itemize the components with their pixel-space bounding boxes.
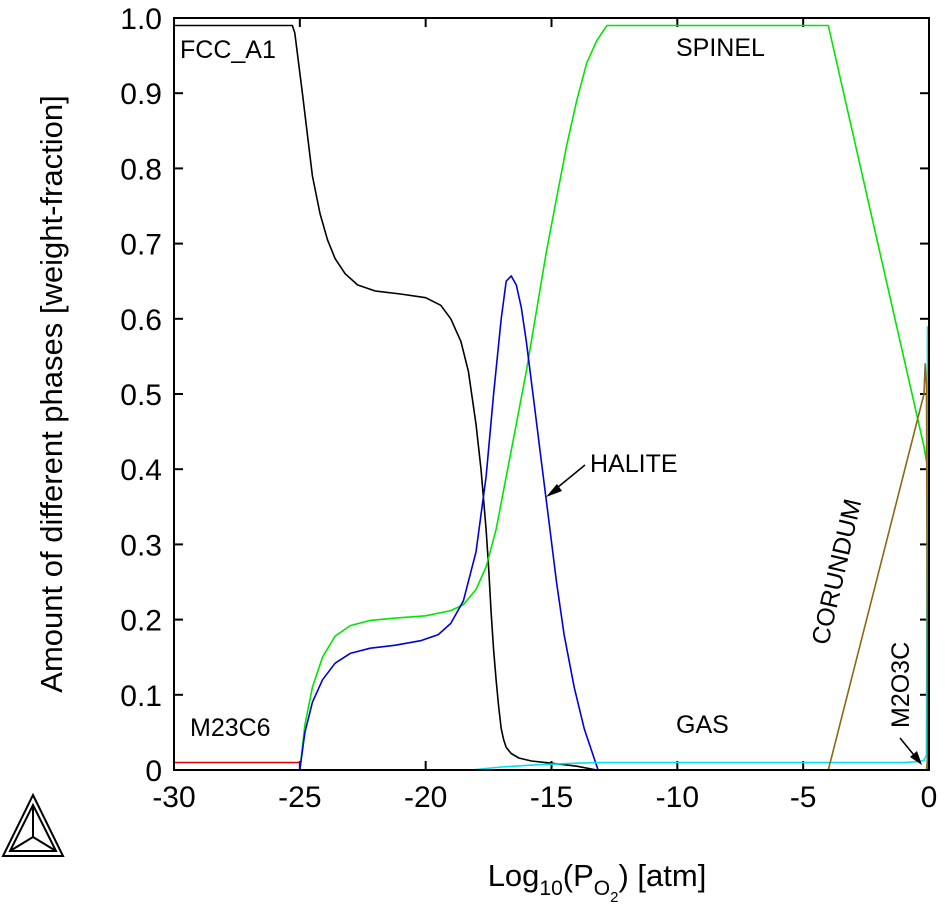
x-axis-label-main: Log [488,858,540,893]
logo-icon [1,792,65,857]
x-tick-label: 0 [921,781,938,814]
y-tick-label: 0.6 [120,304,162,337]
x-axis-label-sub2: O [594,877,610,900]
plot-frame [173,17,930,771]
x-axis-label-sub1: 10 [539,877,562,900]
x-axis-label-close: ) [atm] [618,858,706,893]
x-tick-label: -15 [530,781,573,814]
label-m2o3c: M2O3C [887,642,915,728]
series-line-spinel [299,24,929,771]
label-m23c6: M23C6 [190,714,271,742]
halite-arrow [546,464,586,497]
y-tick-label: 0.3 [120,529,162,562]
series-line-halite [299,275,599,771]
y-tick-label: 0.4 [120,454,162,487]
label-fcc-a1: FCC_A1 [180,36,276,64]
label-spinel: SPINEL [676,34,765,62]
y-tick-label: 0 [145,755,162,788]
x-axis-label-sub3: 2 [610,889,618,905]
y-tick-label: 0.8 [120,153,162,186]
label-gas: GAS [676,711,729,739]
series-line-fcc-a1 [174,24,597,771]
y-tick-label: 1.0 [120,3,162,36]
y-tick-label: 0.7 [120,229,162,262]
y-tick-label: 0.5 [120,379,162,412]
series-line-corundum [827,363,929,771]
x-axis-label-open: (P [563,858,594,893]
label-halite: HALITE [590,450,678,478]
x-axis-label: Log10(PO2) [atm] [488,858,707,905]
series-line-gas [470,326,929,771]
x-tick-label: -5 [790,781,817,814]
y-tick-label: 0.1 [120,680,162,713]
label-corundum: CORUNDUM [807,496,868,647]
y-tick-label: 0.9 [120,78,162,111]
y-tick-label: 0.2 [120,605,162,638]
x-tick-label: -10 [656,781,699,814]
m2o3c-arrow [899,737,922,765]
x-tick-label: -20 [404,781,447,814]
x-tick-label: -30 [152,781,195,814]
x-tick-label: -25 [278,781,321,814]
y-axis-label: Amount of different phases [weight-fract… [34,95,69,692]
